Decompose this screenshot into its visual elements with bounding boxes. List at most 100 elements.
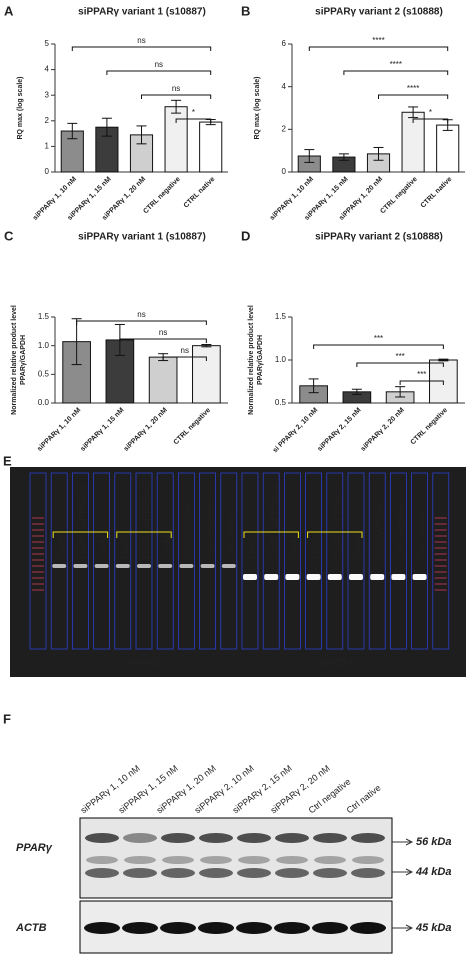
significance-label: *	[429, 108, 432, 117]
x-tick-label: CTRL native	[420, 176, 454, 210]
lane-number: 20	[439, 473, 444, 478]
marker-label: 56 kDa	[416, 836, 451, 848]
lane-number: 13	[290, 473, 295, 478]
gel-band	[327, 574, 342, 580]
gel-lane	[411, 472, 429, 650]
bar	[436, 124, 460, 173]
lane-number: 3	[79, 473, 82, 478]
gel-band	[137, 564, 151, 568]
x-tick-label: CTRL negative	[173, 407, 213, 447]
set-bracket	[243, 531, 299, 538]
ladder-label: 50	[460, 587, 465, 592]
y-tick-label: 0.0	[38, 398, 50, 407]
gel-lane	[347, 472, 365, 650]
lane-number: 6	[143, 473, 146, 478]
blot-band	[351, 868, 385, 878]
blot-band	[274, 922, 310, 934]
gel-band	[243, 574, 257, 580]
x-tick-label: si PPARγ 2, 10 nM	[272, 407, 320, 455]
significance-bracket	[313, 344, 444, 349]
ladder-label: 100	[457, 581, 464, 586]
y-axis-label: RQ max (log scale)	[17, 76, 24, 139]
blot-band	[123, 868, 157, 878]
chart-title: siPPARγ variant 1 (s10887)	[78, 232, 206, 243]
gel-lane	[432, 472, 450, 650]
gel-band	[200, 564, 215, 568]
lane-label: Ctrl Negative	[396, 502, 407, 560]
blot-band	[161, 868, 195, 878]
significance-label: ns	[172, 84, 180, 93]
significance-bracket	[412, 118, 449, 123]
lane-number: 10	[227, 473, 232, 478]
ladder-label: 1000	[12, 515, 22, 520]
gel-band	[285, 574, 300, 580]
ladder-label: 600	[457, 539, 464, 544]
y-tick-label: 1.0	[275, 355, 287, 364]
bar	[105, 339, 135, 404]
blot-band	[160, 922, 196, 934]
ladder-label: 800	[12, 527, 19, 532]
blot-band	[352, 856, 384, 864]
bar	[199, 121, 223, 173]
significance-label: ****	[372, 36, 384, 45]
y-axis-label: PPARγ/GAPDH	[20, 335, 27, 385]
significance-bracket	[76, 320, 207, 325]
ladder-label: 900	[457, 521, 464, 526]
marker-label: 44 kDa	[415, 866, 451, 878]
ladder-label: 400	[457, 551, 464, 556]
y-axis-label: PPARγ/GAPDH	[257, 335, 264, 385]
set-bracket	[307, 531, 363, 538]
x-tick-label: CTRL negative	[142, 176, 182, 216]
gel-lane	[241, 472, 259, 650]
blot-band	[200, 856, 232, 864]
gel-lane	[114, 472, 132, 650]
set-label: siPPARγ2	[332, 483, 343, 528]
lane-label: Ctrl Native	[417, 513, 428, 560]
y-tick-label: 6	[282, 39, 287, 48]
x-tick-label: siPPARγ 2, 20 nM	[360, 407, 406, 453]
lane-number: 19	[417, 473, 422, 478]
y-tick-label: 0.5	[38, 369, 50, 378]
blot-band	[198, 922, 234, 934]
ladder-label: 200	[457, 569, 464, 574]
blot-band	[237, 833, 271, 843]
gel-band	[391, 574, 406, 580]
lane-number: 17	[375, 473, 380, 478]
lane-label: 20nM	[163, 535, 174, 560]
ladder-label: 400	[12, 551, 19, 556]
lane-label: 20nM	[354, 535, 365, 560]
lane-label: 15nM	[142, 535, 153, 560]
lane-label: 20nM	[99, 535, 110, 560]
blot-band	[313, 868, 347, 878]
y-tick-label: 3	[45, 90, 50, 99]
lane-label: 10nM	[57, 535, 68, 560]
blot-band	[314, 856, 346, 864]
gel-lane	[368, 472, 386, 650]
lane-label: 15nM	[269, 535, 280, 560]
set-label: siPPARγ1	[269, 483, 280, 528]
significance-label: *	[192, 108, 195, 117]
chart-title: siPPARγ variant 2 (s10888)	[315, 7, 443, 18]
significance-bracket	[71, 46, 212, 51]
significance-bracket	[343, 70, 449, 75]
ladder-label: 500	[12, 545, 19, 550]
gel-lane	[50, 472, 68, 650]
lane-label: 15nM	[332, 535, 343, 560]
blot-band	[85, 833, 119, 843]
y-tick-label: 0	[45, 167, 50, 176]
ladder-label: 250	[12, 563, 19, 568]
set-bracket	[116, 531, 172, 538]
lane-number: 12	[269, 473, 274, 478]
gel-band	[264, 574, 279, 580]
significance-label: ns	[137, 36, 145, 45]
row-label: PPARγ	[16, 842, 53, 854]
marker-arrow	[392, 838, 414, 846]
gel-lane	[262, 472, 280, 650]
significance-label: ***	[395, 352, 404, 361]
gel-lane	[177, 472, 195, 650]
significance-label: ns	[159, 328, 167, 337]
blot-band	[123, 833, 157, 843]
lane-number: 7	[164, 473, 167, 478]
significance-label: ****	[390, 60, 402, 69]
ladder-label: 250	[457, 563, 464, 568]
